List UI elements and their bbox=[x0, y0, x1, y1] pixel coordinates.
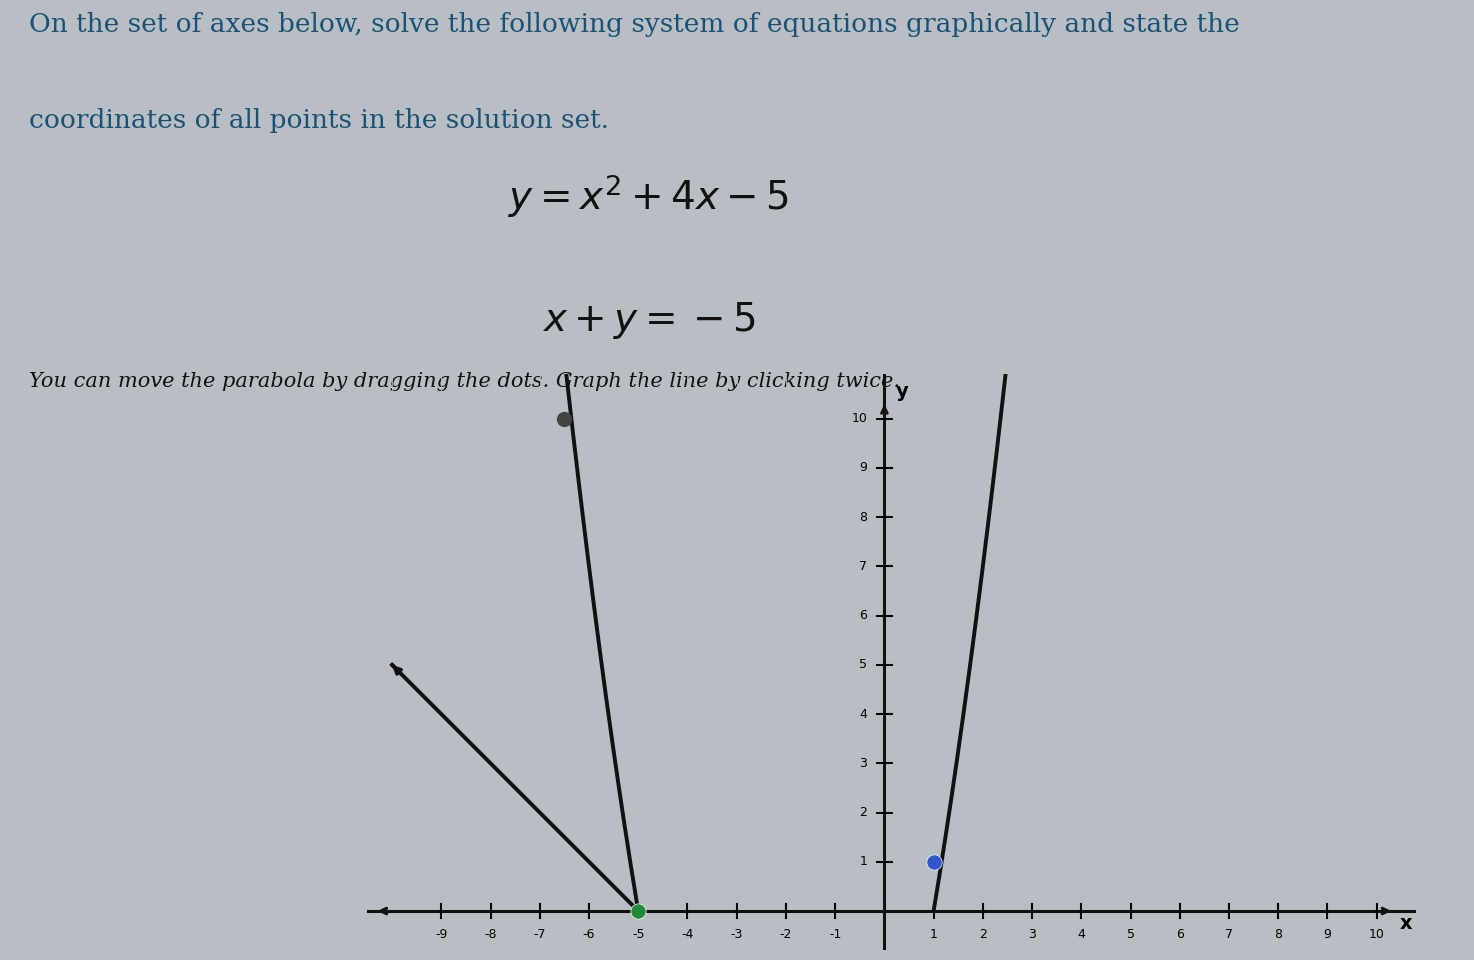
Text: $x + y = -5$: $x + y = -5$ bbox=[542, 300, 755, 341]
Text: 3: 3 bbox=[859, 756, 867, 770]
Text: 9: 9 bbox=[1324, 928, 1331, 941]
Text: 8: 8 bbox=[1274, 928, 1282, 941]
Text: 10: 10 bbox=[852, 412, 867, 425]
Text: 1: 1 bbox=[859, 855, 867, 868]
Text: -1: -1 bbox=[828, 928, 842, 941]
Text: 4: 4 bbox=[1077, 928, 1085, 941]
Text: -5: -5 bbox=[632, 928, 644, 941]
Text: -3: -3 bbox=[731, 928, 743, 941]
Text: -8: -8 bbox=[485, 928, 497, 941]
Text: 2: 2 bbox=[979, 928, 986, 941]
Text: You can move the parabola by dragging the dots. Graph the line by clicking twice: You can move the parabola by dragging th… bbox=[29, 372, 901, 392]
Text: 7: 7 bbox=[859, 560, 867, 573]
Text: $y = x^2 + 4x - 5$: $y = x^2 + 4x - 5$ bbox=[509, 173, 789, 221]
Text: 4: 4 bbox=[859, 708, 867, 721]
Text: 3: 3 bbox=[1029, 928, 1036, 941]
Text: 5: 5 bbox=[1126, 928, 1135, 941]
Text: 6: 6 bbox=[1176, 928, 1184, 941]
Text: On the set of axes below, solve the following system of equations graphically an: On the set of axes below, solve the foll… bbox=[29, 12, 1240, 36]
Text: 6: 6 bbox=[859, 610, 867, 622]
Text: 8: 8 bbox=[859, 511, 867, 523]
Text: y: y bbox=[895, 382, 908, 401]
Text: -9: -9 bbox=[435, 928, 448, 941]
Text: 7: 7 bbox=[1225, 928, 1232, 941]
Text: -2: -2 bbox=[780, 928, 792, 941]
Text: -4: -4 bbox=[681, 928, 694, 941]
Text: 1: 1 bbox=[930, 928, 937, 941]
Text: coordinates of all points in the solution set.: coordinates of all points in the solutio… bbox=[29, 108, 609, 132]
Text: 10: 10 bbox=[1369, 928, 1384, 941]
Text: 5: 5 bbox=[859, 659, 867, 671]
Text: -7: -7 bbox=[534, 928, 545, 941]
Text: 2: 2 bbox=[859, 806, 867, 819]
Text: 9: 9 bbox=[859, 462, 867, 474]
Text: -6: -6 bbox=[582, 928, 595, 941]
Text: x: x bbox=[1400, 914, 1412, 933]
